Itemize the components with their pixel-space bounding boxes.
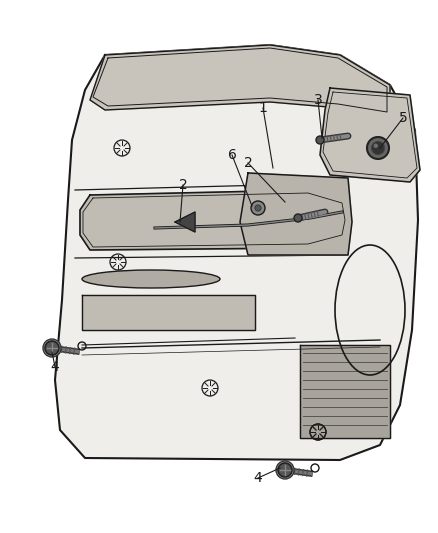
Circle shape xyxy=(45,341,59,355)
Text: 5: 5 xyxy=(398,111,406,125)
Circle shape xyxy=(315,136,323,144)
Circle shape xyxy=(373,143,377,148)
Circle shape xyxy=(251,201,265,215)
Ellipse shape xyxy=(82,270,219,288)
Polygon shape xyxy=(175,212,194,232)
Circle shape xyxy=(293,214,301,222)
Circle shape xyxy=(43,339,61,357)
Text: 1: 1 xyxy=(258,101,267,115)
Polygon shape xyxy=(80,190,347,250)
Circle shape xyxy=(254,205,261,211)
Text: 2: 2 xyxy=(243,156,252,170)
Polygon shape xyxy=(82,295,254,330)
Polygon shape xyxy=(299,345,389,438)
Polygon shape xyxy=(240,173,351,255)
Text: 6: 6 xyxy=(227,148,236,162)
Circle shape xyxy=(366,137,388,159)
Text: 4: 4 xyxy=(50,360,59,374)
Polygon shape xyxy=(319,88,419,182)
Text: 4: 4 xyxy=(253,471,262,485)
Circle shape xyxy=(277,463,291,477)
Circle shape xyxy=(276,461,293,479)
Text: 3: 3 xyxy=(313,93,321,107)
Polygon shape xyxy=(90,45,389,118)
Circle shape xyxy=(371,141,384,155)
Text: 2: 2 xyxy=(178,178,187,192)
Polygon shape xyxy=(55,45,417,460)
